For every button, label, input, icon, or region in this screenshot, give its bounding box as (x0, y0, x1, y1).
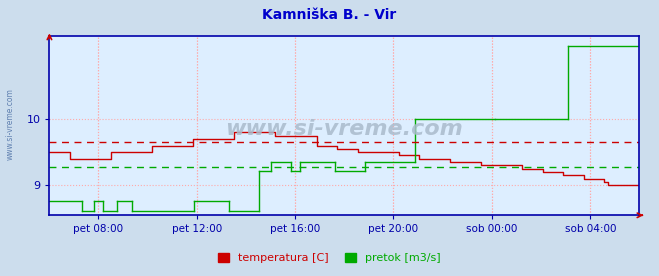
Text: www.si-vreme.com: www.si-vreme.com (5, 88, 14, 160)
Text: www.si-vreme.com: www.si-vreme.com (225, 119, 463, 139)
Legend: temperatura [C], pretok [m3/s]: temperatura [C], pretok [m3/s] (214, 248, 445, 268)
Text: Kamniška B. - Vir: Kamniška B. - Vir (262, 8, 397, 22)
